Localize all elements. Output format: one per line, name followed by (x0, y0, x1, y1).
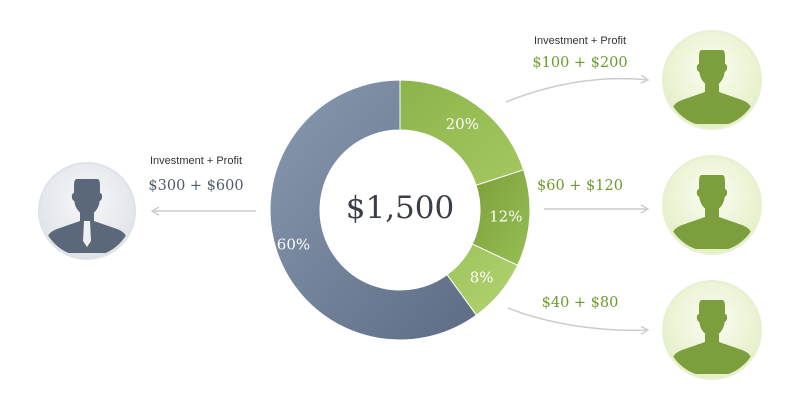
right-amount-1: $100 + $200 (532, 55, 627, 71)
right-amount-3: $40 + $80 (542, 295, 619, 311)
donut-total: $1,500 (346, 190, 454, 226)
donut-chart: 20% 12% 8% 60% (269, 79, 531, 341)
donut-label-60-percent: 60% (277, 236, 310, 254)
donut-label-20-percent: 20% (446, 115, 479, 133)
right-person-avatar-2 (662, 155, 762, 255)
right-caption-1: Investment + Profit (534, 35, 626, 47)
donut-segment-60-percent (269, 79, 478, 341)
person-avatar-icon (43, 179, 131, 253)
left-amount: $300 + $600 (148, 178, 243, 194)
arrow-to-right-person-1 (505, 74, 650, 103)
left-caption: Investment + Profit (150, 155, 242, 167)
left-person-avatar (38, 162, 136, 260)
right-amount-2: $60 + $120 (537, 178, 623, 194)
right-person-avatar-1 (662, 30, 762, 130)
donut-label-12-percent: 12% (489, 208, 522, 226)
donut-label-8-percent: 8% (470, 269, 494, 287)
right-person-avatar-3 (662, 280, 762, 380)
arrow-to-right-person-3 (507, 307, 650, 335)
